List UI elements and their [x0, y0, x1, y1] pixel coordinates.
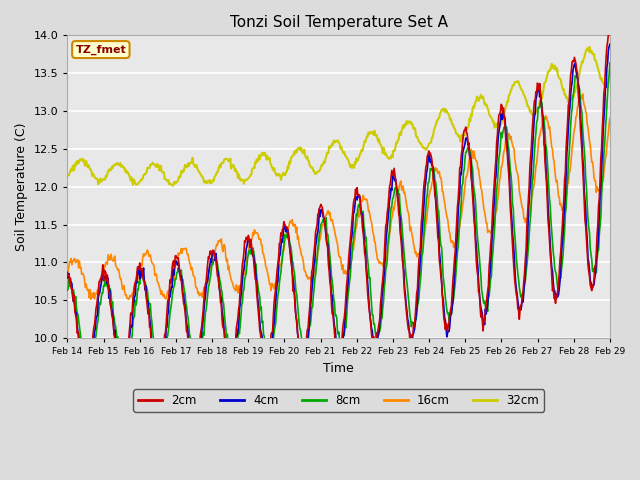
Legend: 2cm, 4cm, 8cm, 16cm, 32cm: 2cm, 4cm, 8cm, 16cm, 32cm — [133, 389, 544, 412]
2cm — [405, 327, 413, 333]
8cm — [214, 261, 221, 267]
4cm — [82, 375, 90, 381]
4cm — [405, 327, 413, 333]
4cm — [130, 298, 138, 304]
8cm — [63, 288, 71, 293]
32cm — [421, 145, 429, 151]
32cm — [169, 183, 177, 189]
8cm — [421, 215, 429, 221]
2cm — [185, 352, 193, 358]
8cm — [74, 310, 81, 316]
Line: 2cm: 2cm — [67, 25, 610, 378]
8cm — [606, 60, 614, 66]
32cm — [74, 158, 81, 164]
16cm — [606, 116, 614, 121]
Line: 32cm: 32cm — [67, 47, 610, 186]
4cm — [214, 268, 221, 274]
16cm — [405, 215, 413, 221]
16cm — [130, 287, 138, 293]
32cm — [405, 119, 413, 124]
2cm — [74, 330, 81, 336]
8cm — [122, 368, 129, 374]
4cm — [421, 184, 429, 190]
2cm — [606, 23, 614, 28]
16cm — [579, 91, 586, 97]
2cm — [130, 291, 138, 297]
Y-axis label: Soil Temperature (C): Soil Temperature (C) — [15, 122, 28, 251]
16cm — [63, 269, 71, 275]
4cm — [63, 275, 71, 281]
2cm — [83, 375, 90, 381]
32cm — [606, 76, 614, 82]
32cm — [129, 182, 137, 188]
16cm — [87, 297, 95, 302]
Title: Tonzi Soil Temperature Set A: Tonzi Soil Temperature Set A — [230, 15, 447, 30]
8cm — [405, 303, 413, 309]
Line: 4cm: 4cm — [67, 44, 610, 378]
X-axis label: Time: Time — [323, 361, 354, 374]
16cm — [185, 256, 193, 262]
Line: 8cm: 8cm — [67, 63, 610, 371]
2cm — [421, 174, 429, 180]
16cm — [74, 257, 81, 263]
4cm — [74, 323, 81, 329]
16cm — [421, 228, 429, 234]
8cm — [185, 324, 193, 329]
2cm — [63, 269, 71, 275]
Text: TZ_fmet: TZ_fmet — [76, 45, 126, 55]
4cm — [185, 336, 193, 342]
16cm — [214, 242, 221, 248]
8cm — [130, 314, 138, 320]
32cm — [214, 169, 221, 175]
2cm — [214, 274, 221, 279]
32cm — [63, 172, 71, 178]
32cm — [185, 163, 193, 169]
4cm — [606, 41, 614, 47]
Line: 16cm: 16cm — [67, 94, 610, 300]
32cm — [586, 44, 593, 50]
